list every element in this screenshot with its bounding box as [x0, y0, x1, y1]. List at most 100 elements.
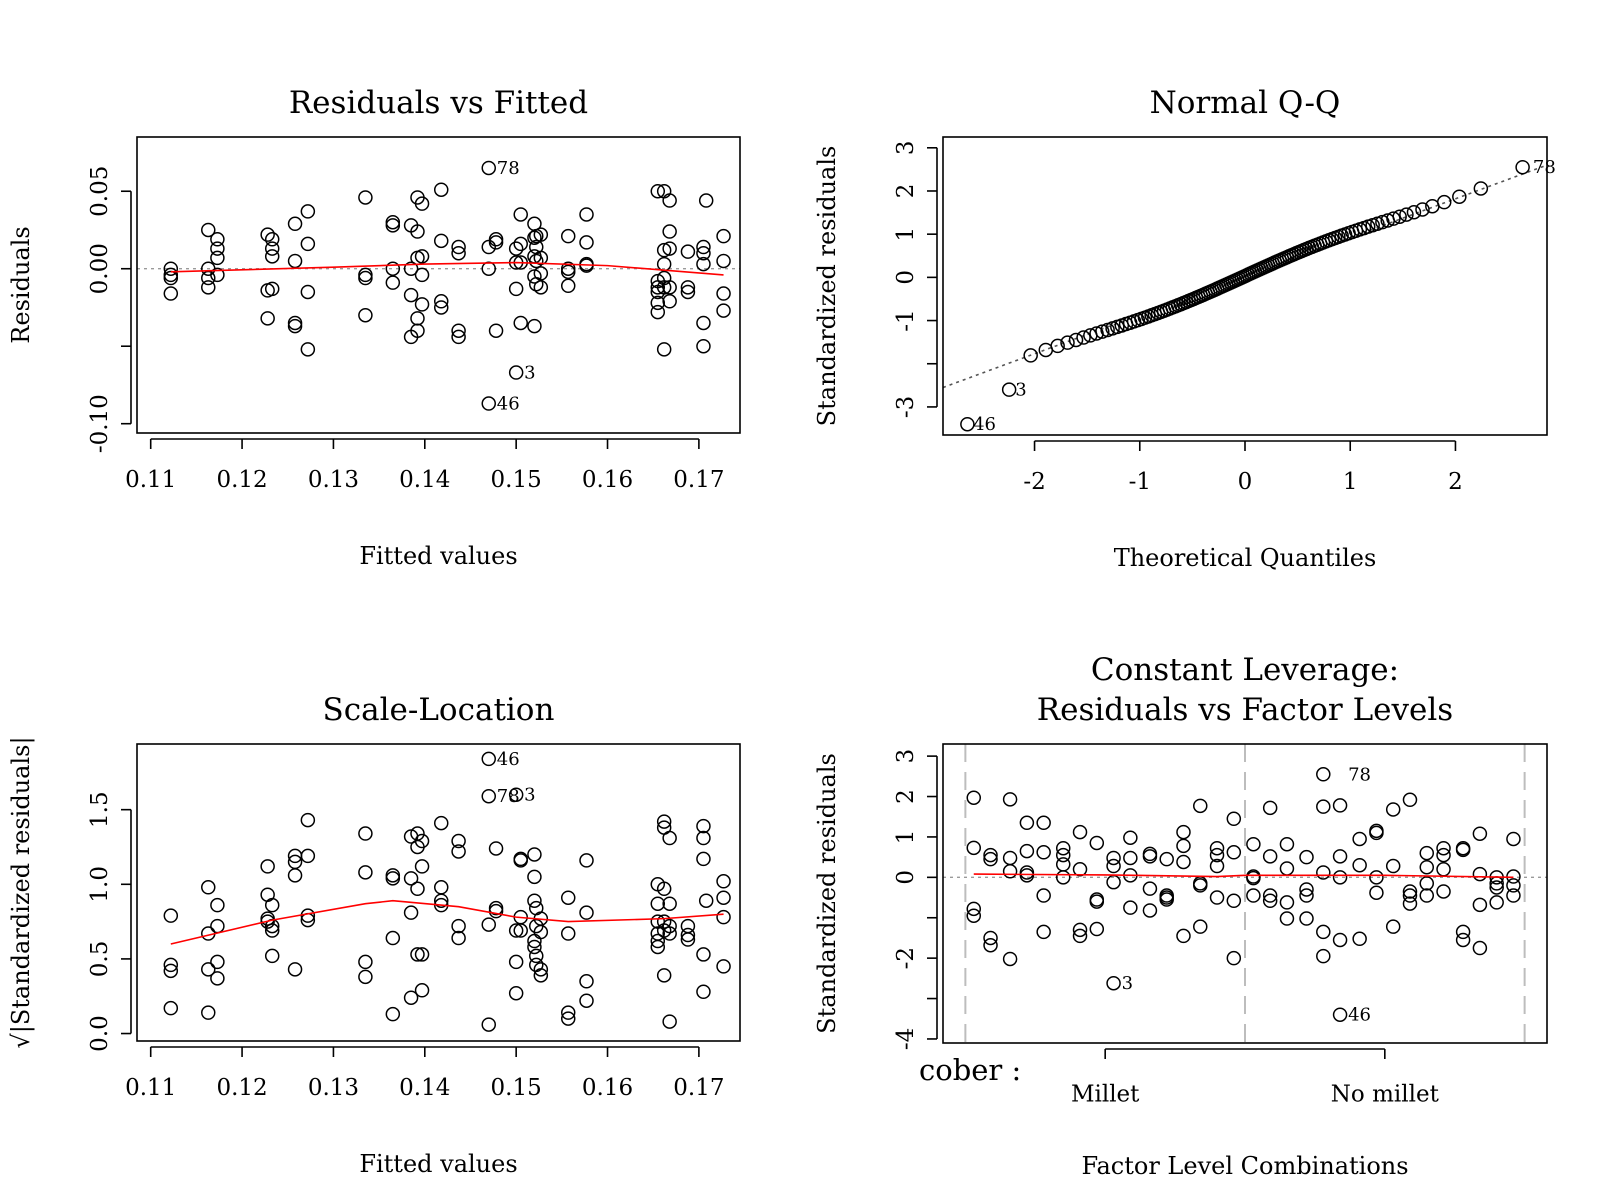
data-point	[451, 239, 466, 255]
data-point	[1246, 836, 1261, 852]
data-point	[533, 280, 549, 295]
plot-subtitle: Residuals vs Factor Levels	[1037, 692, 1453, 728]
data-point	[1472, 897, 1488, 913]
data-point	[662, 896, 677, 911]
data-point	[414, 947, 430, 962]
data-point	[560, 890, 576, 905]
data-point	[1316, 799, 1331, 814]
data-point	[1060, 335, 1075, 350]
y-tick-label: 3	[893, 140, 919, 155]
data-point	[451, 930, 466, 946]
data-point	[513, 236, 528, 252]
point-label: 3	[524, 363, 535, 384]
x-tick-label: 0.12	[216, 467, 267, 493]
data-point	[662, 294, 677, 309]
data-point	[481, 788, 496, 804]
data-point	[201, 222, 216, 238]
data-point	[696, 947, 711, 962]
x-tick-label: 0.11	[125, 467, 176, 493]
data-point	[1419, 845, 1435, 861]
data-point	[1279, 836, 1295, 852]
data-point	[210, 232, 225, 247]
data-point	[1506, 831, 1521, 847]
data-point	[1262, 893, 1278, 909]
data-point	[1089, 326, 1104, 341]
data-point	[656, 881, 672, 897]
data-point	[1472, 826, 1488, 841]
y-tick-label: 3	[893, 749, 919, 764]
x-axis-label: Factor Level Combinations	[1081, 1152, 1408, 1180]
data-point	[410, 881, 425, 897]
data-point	[414, 859, 430, 874]
plot-title: Residuals vs Fitted	[289, 85, 588, 121]
data-point	[1316, 924, 1331, 940]
data-point	[433, 300, 449, 315]
data-point	[1332, 798, 1348, 813]
data-point	[1142, 881, 1158, 896]
panel-normal-qq: 78 3 46 Normal Q-Q Theoretical Quantiles Stan…	[813, 85, 1556, 572]
data-point	[403, 871, 419, 886]
data-point	[1226, 893, 1242, 909]
plot-frame	[136, 136, 741, 434]
y-tick-label: -2	[893, 947, 919, 969]
plot-title: Scale-Location	[323, 692, 555, 728]
data-point	[513, 207, 528, 222]
data-point	[385, 930, 401, 946]
data-point	[1369, 870, 1384, 885]
data-point	[1123, 850, 1138, 866]
data-point	[716, 890, 731, 905]
point-label: 78	[1533, 157, 1556, 178]
panel-residuals-vs-factor-levels: 78 3 46 Constant Leverage: Residuals vs Fact…	[813, 652, 1548, 1180]
data-point	[560, 264, 576, 280]
point-label: 78	[497, 786, 520, 807]
data-point	[1072, 862, 1088, 877]
data-point	[716, 253, 731, 269]
data-point	[287, 216, 303, 232]
point-label: 78	[1348, 764, 1371, 785]
data-point	[698, 893, 714, 908]
data-point	[1193, 878, 1208, 893]
data-point	[650, 933, 666, 949]
data-point	[1036, 888, 1051, 903]
data-point	[579, 993, 594, 1008]
data-point	[210, 971, 225, 986]
data-point	[1123, 900, 1138, 915]
data-point	[1279, 895, 1295, 910]
data-point	[414, 267, 430, 283]
smoother-line	[973, 873, 1514, 879]
panel-scale-location: 46 78 3 Scale-Location Fitted values √|Standa…	[7, 692, 741, 1178]
y-tick-label: 0.0	[87, 1015, 113, 1052]
y-tick-label: -0.10	[87, 394, 113, 453]
data-point	[1226, 950, 1242, 966]
data-point	[650, 183, 666, 199]
y-axis-label: Residuals	[7, 226, 35, 343]
data-point	[508, 281, 524, 297]
data-point	[488, 903, 504, 919]
data-point	[1176, 928, 1191, 944]
data-point	[508, 241, 524, 256]
data-point	[1055, 870, 1071, 885]
data-point	[966, 790, 982, 805]
data-point	[533, 227, 549, 242]
data-point	[1159, 851, 1174, 867]
data-point	[716, 228, 731, 244]
data-point	[966, 840, 982, 856]
data-point	[656, 968, 672, 983]
data-point	[1406, 204, 1422, 220]
data-point	[1246, 870, 1261, 886]
data-point	[385, 1006, 401, 1022]
data-point	[1209, 890, 1225, 905]
data-point	[260, 914, 275, 929]
data-point	[1436, 840, 1451, 856]
y-tick-label: 2	[893, 184, 919, 199]
data-point	[696, 818, 711, 834]
data-point	[414, 983, 430, 998]
data-point	[481, 1017, 496, 1032]
data-point	[358, 190, 373, 205]
data-point	[1001, 382, 1017, 397]
data-point	[1123, 830, 1138, 845]
data-point	[650, 304, 666, 320]
data-point	[287, 318, 303, 334]
data-point	[696, 315, 711, 331]
data-point	[1436, 884, 1451, 899]
